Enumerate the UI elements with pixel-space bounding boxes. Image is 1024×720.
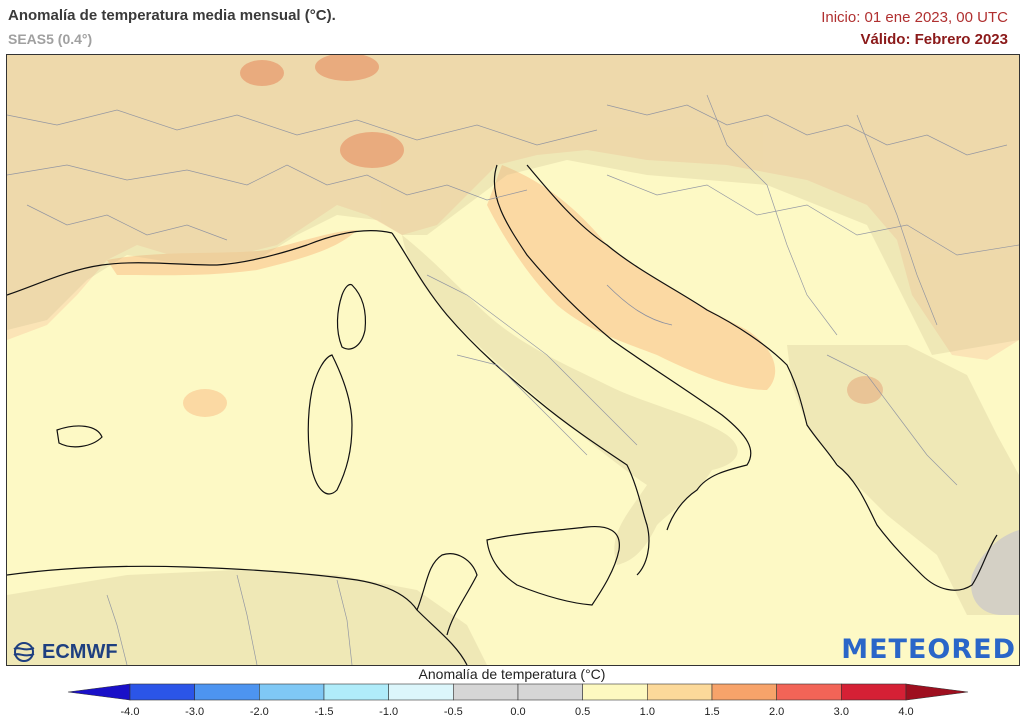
colorbar-tick-label: -1.5 [314, 706, 334, 718]
anomaly-max-alps-west [240, 60, 284, 86]
colorbar-tick-label: 0.5 [575, 706, 591, 718]
colorbar-tick-label: 1.0 [639, 706, 655, 718]
anomaly-zone-north [7, 55, 1019, 360]
colorbar-arrow-low [67, 683, 131, 701]
coast-tunisia [416, 553, 478, 636]
meteored-logo: METEORED [841, 634, 1016, 665]
admin-borders [7, 94, 1019, 665]
anomaly-max-swiss [340, 132, 404, 168]
ecmwf-logo: ECMWF [10, 640, 118, 664]
colorbar-tick-label: 4.0 [898, 706, 914, 718]
colorbar-segment [194, 683, 260, 701]
colorbar-segment [129, 683, 195, 701]
ecmwf-logo-icon [13, 642, 35, 662]
coast-sardinia [307, 354, 353, 495]
legend-title: Anomalía de temperatura (°C) [418, 666, 606, 682]
coast-greece [836, 464, 998, 591]
colorbar-segment [582, 683, 648, 701]
anomaly-max-alps-central [315, 55, 379, 81]
colorbar-tick-label: 1.5 [704, 706, 720, 718]
anomaly-max-balkan [847, 376, 883, 404]
model-subtitle: SEAS5 (0.4°) [8, 31, 93, 47]
coast-north-africa [7, 565, 468, 665]
coast-corsica [336, 283, 367, 350]
contour-line [606, 284, 673, 326]
ecmwf-logo-text: ECMWF [42, 640, 118, 663]
colorbar-tick-label: 3.0 [833, 706, 849, 718]
coastlines [7, 164, 998, 665]
colorbar-tick-label: -1.0 [379, 706, 399, 718]
colorbar-segment [517, 683, 583, 701]
colorbar-segment [388, 683, 454, 701]
anomaly-map [6, 54, 1020, 666]
coast-france-south [7, 230, 393, 296]
coast-balearic [56, 425, 103, 448]
colorbar-tick-label: -2.0 [249, 706, 269, 718]
colorbar-segment [647, 683, 713, 701]
colorbar [67, 683, 969, 701]
colorbar-tick-label: 0.0 [510, 706, 526, 718]
colorbar-tick-label: -4.0 [120, 706, 140, 718]
colorbar-tick-label: -0.5 [443, 706, 463, 718]
colorbar-segment [323, 683, 389, 701]
colorbar-tick-label: -3.0 [185, 706, 205, 718]
coast-adriatic-east [526, 164, 838, 466]
coast-italy-east [493, 164, 752, 531]
colorbar-tick-label: 2.0 [769, 706, 785, 718]
colorbar-segment [841, 683, 907, 701]
coast-italy-west [391, 232, 650, 576]
anomaly-blob-west [183, 389, 227, 417]
colorbar-segment [453, 683, 519, 701]
colorbar-segment [259, 683, 325, 701]
anomaly-neutral-aegean [971, 530, 1019, 615]
coast-sicily [486, 525, 620, 606]
colorbar-arrow-high [905, 683, 969, 701]
anomaly-zone-adriatic [487, 165, 776, 390]
init-time: Inicio: 01 ene 2023, 00 UTC [821, 9, 1008, 26]
valid-period: Válido: Febrero 2023 [860, 31, 1008, 48]
map-title: Anomalía de temperatura media mensual (°… [8, 7, 336, 24]
colorbar-segment [711, 683, 777, 701]
colorbar-segment [776, 683, 842, 701]
map-svg [7, 55, 1019, 665]
land-shading [7, 55, 1019, 665]
